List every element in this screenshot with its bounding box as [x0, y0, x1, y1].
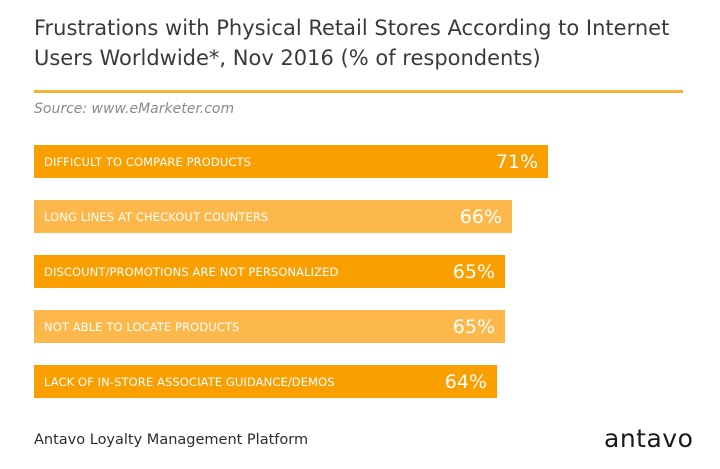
bar-category-label: DISCOUNT/PROMOTIONS ARE NOT PERSONALIZED	[44, 264, 339, 279]
bar: NOT ABLE TO LOCATE PRODUCTS 65%	[34, 310, 505, 343]
bar-category-label: NOT ABLE TO LOCATE PRODUCTS	[44, 319, 240, 334]
bar-chart: DIFFICULT TO COMPARE PRODUCTS 71% LONG LIN…	[34, 0, 694, 469]
bar: LONG LINES AT CHECKOUT COUNTERS 66%	[34, 200, 512, 233]
footer-platform-text: Antavo Loyalty Management Platform	[34, 432, 309, 448]
bar-value-label: 65%	[452, 315, 495, 338]
bar-value-label: 64%	[444, 370, 487, 393]
bar-category-label: LONG LINES AT CHECKOUT COUNTERS	[44, 209, 269, 224]
bar-category-label: LACK OF IN-STORE ASSOCIATE GUIDANCE/DEMO…	[44, 374, 335, 389]
chart-title: Frustrations with Physical Retail Stores…	[34, 16, 670, 70]
title-divider	[34, 90, 683, 93]
bar-value-label: 66%	[459, 205, 502, 228]
bar-value-label: 65%	[452, 260, 495, 283]
bar-category-label: DIFFICULT TO COMPARE PRODUCTS	[44, 154, 252, 169]
antavo-logo: antavo	[604, 424, 694, 453]
bar: LACK OF IN-STORE ASSOCIATE GUIDANCE/DEMO…	[34, 365, 497, 398]
bar: DIFFICULT TO COMPARE PRODUCTS 71%	[34, 145, 548, 178]
bar: DISCOUNT/PROMOTIONS ARE NOT PERSONALIZED…	[34, 255, 505, 288]
bar-value-label: 71%	[495, 150, 538, 173]
source-note: Source: www.eMarketer.com	[34, 101, 235, 117]
